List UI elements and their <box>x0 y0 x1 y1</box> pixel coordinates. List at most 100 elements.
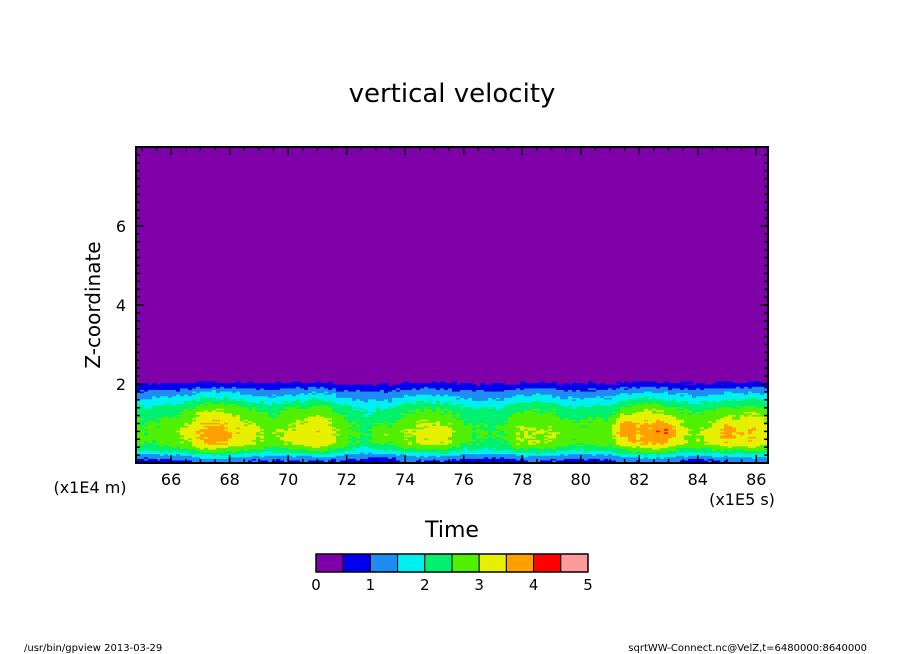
heatmap-cell <box>508 412 513 416</box>
heatmap-cell <box>384 458 389 461</box>
heatmap-cell <box>276 383 281 386</box>
heatmap-cell <box>180 439 185 442</box>
heatmap-cell <box>192 458 197 461</box>
heatmap-cell <box>244 445 249 448</box>
heatmap-cell <box>292 431 297 434</box>
heatmap-cell <box>188 405 193 408</box>
heatmap-cell <box>420 441 425 444</box>
heatmap-cell <box>332 397 337 400</box>
heatmap-cell <box>340 422 345 425</box>
heatmap-cell <box>376 445 381 448</box>
heatmap-cell <box>400 412 405 416</box>
heatmap-cell <box>156 448 161 452</box>
heatmap-cell <box>496 425 501 428</box>
heatmap-cell <box>212 416 217 419</box>
heatmap-cell <box>496 426 501 430</box>
heatmap-cell <box>340 433 345 436</box>
heatmap-cell <box>324 452 329 455</box>
heatmap-cell <box>228 394 233 397</box>
heatmap-cell <box>472 390 477 394</box>
heatmap-cell <box>312 405 317 408</box>
heatmap-cell <box>484 442 489 445</box>
heatmap-cell <box>244 401 249 405</box>
heatmap-cell <box>204 394 209 397</box>
heatmap-cell <box>164 394 169 397</box>
heatmap-cell <box>416 459 421 463</box>
heatmap-cell <box>332 384 337 387</box>
heatmap-cell <box>200 450 205 453</box>
heatmap-cell <box>500 444 505 447</box>
heatmap-cell <box>520 428 525 431</box>
heatmap-cell <box>444 390 449 394</box>
heatmap-cell <box>400 411 405 414</box>
heatmap-cell <box>484 408 489 411</box>
heatmap-cell <box>356 426 361 430</box>
heatmap-cell <box>428 389 433 392</box>
heatmap-cell <box>512 442 517 445</box>
heatmap-cell <box>276 406 281 409</box>
heatmap-cell <box>304 426 309 430</box>
heatmap-cell <box>244 389 249 392</box>
heatmap-cell <box>492 387 497 390</box>
heatmap-cell <box>196 398 201 401</box>
heatmap-cell <box>356 436 361 439</box>
heatmap-cell <box>180 416 185 419</box>
heatmap-cell <box>416 437 421 441</box>
heatmap-cell <box>408 383 413 386</box>
heatmap-cell <box>276 419 281 422</box>
heatmap-cell <box>224 390 229 394</box>
heatmap-cell <box>316 381 321 384</box>
heatmap-cell <box>516 426 521 430</box>
heatmap-cell <box>368 423 373 427</box>
heatmap-cell <box>468 397 473 400</box>
heatmap-cell <box>288 406 293 409</box>
heatmap-cell <box>460 409 465 412</box>
heatmap-cell <box>488 452 493 455</box>
heatmap-cell <box>152 417 157 420</box>
heatmap-cell <box>196 389 201 392</box>
heatmap-cell <box>448 431 453 434</box>
heatmap-cell <box>308 423 313 427</box>
heatmap-cell <box>344 445 349 448</box>
heatmap-cell <box>204 389 209 392</box>
heatmap-cell <box>344 453 349 456</box>
heatmap-cell <box>320 428 325 431</box>
heatmap-cell <box>512 456 517 459</box>
heatmap-cell <box>324 456 329 459</box>
heatmap-cell <box>516 408 521 411</box>
heatmap-cell <box>476 405 481 408</box>
heatmap-cell <box>528 452 533 455</box>
heatmap-cell <box>488 409 493 412</box>
heatmap-cell <box>252 439 257 442</box>
heatmap-cell <box>180 441 185 444</box>
heatmap-cell <box>440 437 445 441</box>
heatmap-cell <box>252 387 257 390</box>
heatmap-cell <box>472 459 477 463</box>
heatmap-cell <box>264 406 269 409</box>
heatmap-cell <box>220 422 225 425</box>
heatmap-cell <box>284 450 289 453</box>
heatmap-cell <box>156 437 161 441</box>
heatmap-cell <box>336 442 341 445</box>
heatmap-cell <box>160 411 165 414</box>
heatmap-cell <box>432 408 437 411</box>
heatmap-cell <box>380 430 385 433</box>
heatmap-cell <box>180 434 185 437</box>
heatmap-cell <box>432 423 437 427</box>
heatmap-cell <box>428 458 433 461</box>
heatmap-cell <box>352 425 357 428</box>
heatmap-cell <box>224 455 229 458</box>
heatmap-cell <box>340 394 345 397</box>
heatmap-cell <box>460 398 465 401</box>
heatmap-cell <box>156 455 161 458</box>
heatmap-cell <box>348 455 353 458</box>
heatmap-cell <box>276 441 281 444</box>
heatmap-cell <box>524 456 529 459</box>
heatmap-cell <box>452 444 457 447</box>
heatmap-cell <box>396 437 401 441</box>
heatmap-cell <box>148 386 153 389</box>
heatmap-cell <box>468 425 473 428</box>
heatmap-cell <box>348 456 353 459</box>
heatmap-cell <box>452 390 457 394</box>
heatmap-cell <box>412 459 417 463</box>
